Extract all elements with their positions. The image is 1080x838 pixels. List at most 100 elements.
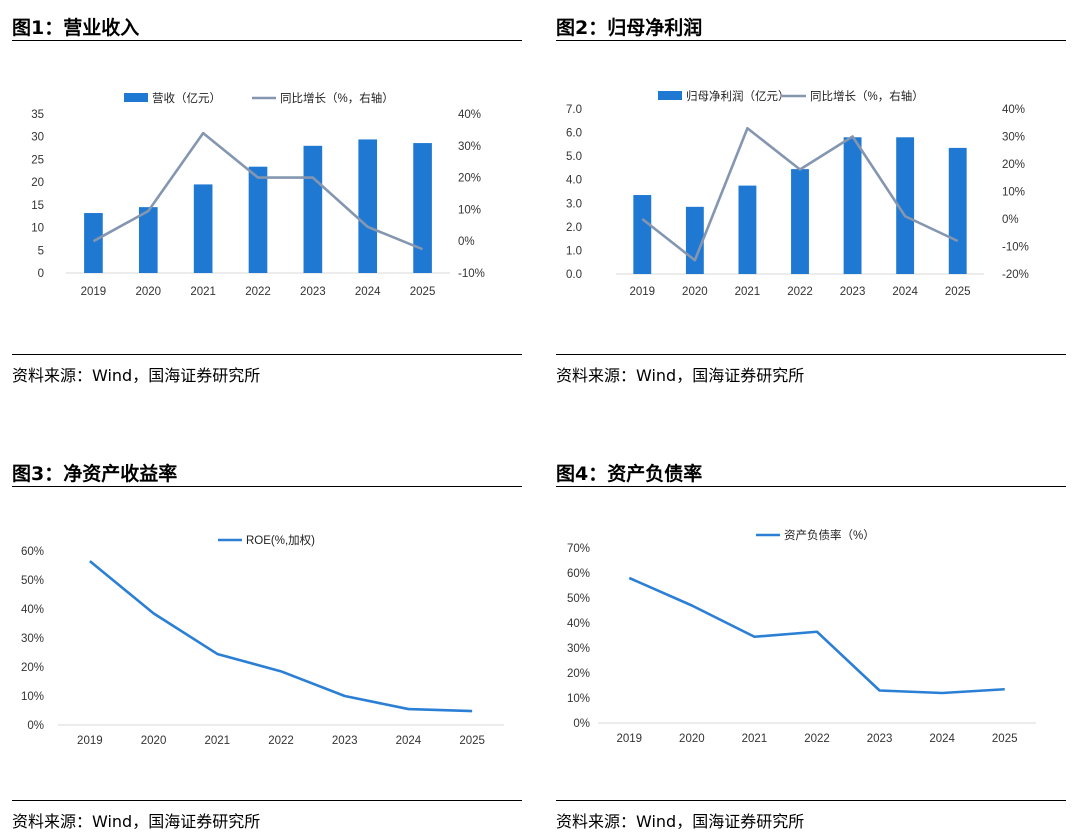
y-tick-label: 60%	[567, 568, 590, 580]
y-tick-label: 70%	[567, 543, 590, 555]
y-left-tick-label: 15	[31, 200, 44, 212]
y-left-tick-label: 5	[38, 245, 44, 257]
y-tick-label: 30%	[567, 643, 590, 655]
bar	[138, 207, 158, 273]
y-right-tick-label: -20%	[1002, 269, 1029, 281]
source-rule	[12, 354, 522, 355]
x-tick-label: 2025	[459, 735, 485, 747]
source-note: 资料来源：Wind，国海证券研究所	[12, 366, 261, 385]
x-tick-label: 2020	[679, 733, 705, 745]
x-tick-label: 2025	[410, 286, 436, 298]
bar	[248, 166, 268, 273]
source-rule	[556, 800, 1066, 801]
roe-chart: 0% 10% 20% 30% 40% 50% 60% 2019 2020 2021 2022 2023…	[21, 534, 504, 747]
bar	[413, 143, 432, 273]
bar	[358, 139, 378, 273]
chart-panel-roe: 图3：净资产收益率 0% 10% 20% 30% 40% 50% 60% 2019 2020 20…	[12, 446, 522, 838]
y-tick-label: 30%	[21, 633, 44, 645]
y-left-tick-label: 7.0	[566, 104, 582, 116]
y-right-tick-label: 0%	[458, 236, 475, 248]
y-right-tick-label: -10%	[458, 268, 485, 280]
bar	[791, 169, 809, 274]
x-tick-label: 2023	[332, 735, 358, 747]
legend-bar-label: 营收（亿元）	[152, 91, 221, 105]
x-tick-label: 2024	[396, 735, 422, 747]
y-left-tick-label: 1.0	[566, 245, 582, 257]
legend-bar-swatch	[658, 91, 682, 100]
title-rule	[12, 486, 522, 487]
source-note: 资料来源：Wind，国海证券研究所	[12, 812, 261, 831]
x-tick-label: 2021	[190, 286, 216, 298]
title-rule	[556, 486, 1066, 487]
x-tick-label: 2022	[268, 735, 294, 747]
x-tick-label: 2020	[135, 286, 161, 298]
x-tick-label: 2020	[682, 286, 708, 298]
y-right-tick-label: 40%	[458, 109, 481, 121]
x-tick-label: 2024	[892, 286, 918, 298]
title-rule	[556, 40, 1066, 41]
bar	[633, 195, 652, 274]
bar	[193, 184, 213, 273]
x-tick-label: 2025	[945, 286, 971, 298]
debt-ratio-chart: 0% 10% 20% 30% 40% 50% 60% 70% 2019 2020 2021 2022 2…	[567, 528, 1036, 745]
y-tick-label: 20%	[21, 662, 44, 674]
y-tick-label: 20%	[567, 668, 590, 680]
y-right-tick-label: 20%	[458, 173, 481, 185]
title-rule	[12, 40, 522, 41]
y-tick-label: 10%	[567, 693, 590, 705]
source-rule	[556, 354, 1066, 355]
bar	[303, 145, 323, 273]
y-tick-label: 10%	[21, 691, 44, 703]
y-tick-label: 40%	[21, 604, 44, 616]
y-tick-label: 0%	[27, 720, 44, 732]
y-left-tick-label: 3.0	[566, 198, 582, 210]
x-tick-label: 2023	[867, 733, 893, 745]
source-note: 资料来源：Wind，国海证券研究所	[556, 366, 805, 385]
x-tick-label: 2024	[355, 286, 381, 298]
legend-line-label: ROE(%,加权)	[246, 534, 315, 547]
bar	[685, 206, 704, 274]
source-rule	[12, 800, 522, 801]
y-right-tick-label: -10%	[1002, 242, 1029, 254]
x-tick-label: 2019	[616, 733, 642, 745]
x-tick-label: 2023	[840, 286, 866, 298]
legend-bar-swatch	[124, 93, 148, 102]
y-right-tick-label: 20%	[1002, 159, 1025, 171]
y-left-tick-label: 5.0	[566, 151, 582, 163]
y-tick-label: 60%	[21, 546, 44, 558]
legend-line-label: 同比增长（%，右轴）	[280, 91, 394, 105]
y-left-tick-label: 10	[31, 223, 44, 235]
y-right-tick-label: 30%	[1002, 132, 1025, 144]
x-tick-label: 2025	[992, 733, 1018, 745]
y-left-tick-label: 30	[31, 132, 44, 144]
bar	[84, 213, 103, 273]
chart-panel-revenue: 图1：营业收入 0 5 10 15 20 25 30 35 -10% 0% 10% 20% 30% 40%…	[12, 0, 522, 420]
x-tick-label: 2019	[629, 286, 655, 298]
x-tick-label: 2021	[735, 286, 761, 298]
legend-line-label: 同比增长（%，右轴）	[810, 89, 924, 103]
bar	[948, 147, 967, 274]
legend-line-label: 资产负债率（%）	[784, 528, 875, 542]
chart-panel-debt-ratio: 图4：资产负债率 0% 10% 20% 30% 40% 50% 60% 70% 2019 2020…	[556, 446, 1066, 838]
bar	[896, 137, 915, 274]
y-left-tick-label: 0.0	[566, 269, 582, 281]
series-line	[628, 576, 1005, 695]
bar	[738, 185, 757, 274]
x-tick-label: 2023	[300, 286, 326, 298]
x-tick-label: 2021	[742, 733, 768, 745]
y-right-tick-label: 10%	[458, 204, 481, 216]
y-right-tick-label: 10%	[1002, 187, 1025, 199]
y-tick-label: 40%	[567, 618, 590, 630]
growth-line	[641, 126, 959, 262]
x-tick-label: 2022	[787, 286, 813, 298]
y-left-tick-label: 35	[31, 109, 44, 121]
bar	[843, 137, 862, 274]
growth-line	[92, 131, 424, 251]
y-right-tick-label: 30%	[458, 141, 481, 153]
x-tick-label: 2022	[804, 733, 830, 745]
y-left-tick-label: 2.0	[566, 222, 582, 234]
y-left-tick-label: 25	[31, 154, 44, 166]
source-note: 资料来源：Wind，国海证券研究所	[556, 812, 805, 831]
x-tick-label: 2021	[204, 735, 230, 747]
